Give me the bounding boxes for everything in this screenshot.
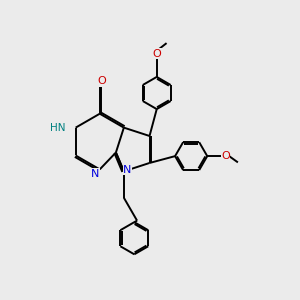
Text: O: O — [221, 151, 230, 161]
Text: HN: HN — [50, 123, 65, 133]
Text: N: N — [91, 169, 100, 179]
Text: O: O — [152, 49, 161, 59]
Text: O: O — [97, 76, 106, 86]
Text: N: N — [123, 165, 132, 175]
